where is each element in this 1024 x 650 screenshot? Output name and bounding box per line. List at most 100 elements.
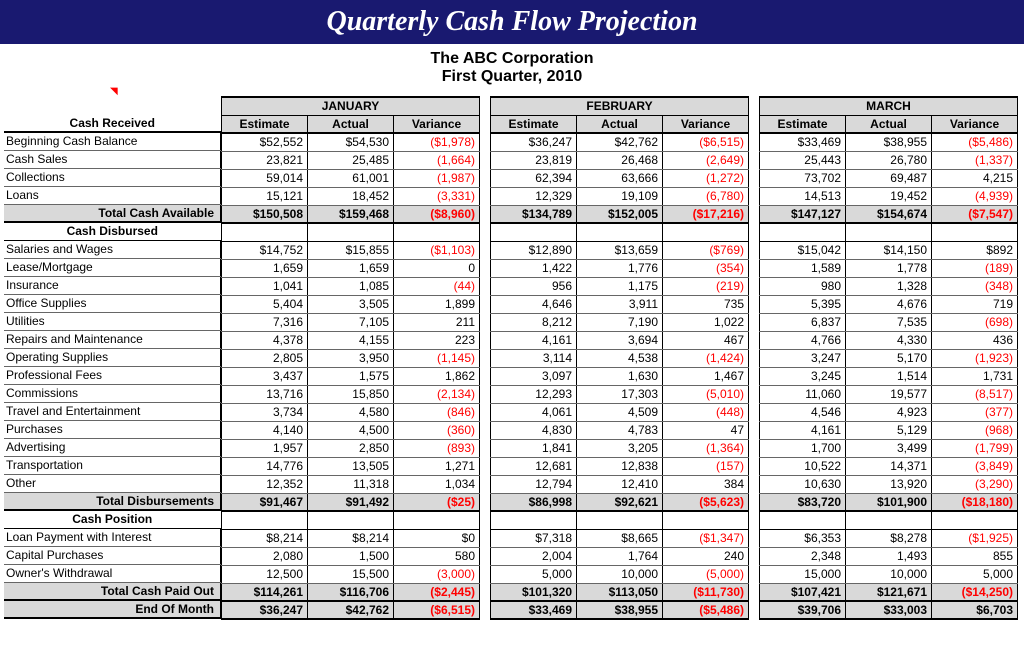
data-cell: ($17,216) (663, 205, 749, 223)
row-label: Repairs and Maintenance (4, 330, 221, 348)
data-cell: 1,659 (308, 259, 394, 277)
data-cell: (1,799) (932, 439, 1018, 457)
month-header: MARCH (760, 97, 1018, 115)
data-cell: 12,681 (491, 457, 577, 475)
data-cell: ($18,180) (932, 493, 1018, 511)
data-cell: $12,890 (491, 241, 577, 259)
data-cell: 1,041 (222, 277, 308, 295)
data-cell: $36,247 (491, 133, 577, 151)
data-cell: 15,850 (308, 385, 394, 403)
data-cell: ($1,103) (394, 241, 480, 259)
data-cell: 7,316 (222, 313, 308, 331)
data-cell: 2,004 (491, 547, 577, 565)
data-cell: 436 (932, 331, 1018, 349)
row-label: Purchases (4, 420, 221, 438)
total-label: End Of Month (4, 600, 221, 618)
data-cell: 1,700 (760, 439, 846, 457)
data-cell: (6,780) (663, 187, 749, 205)
data-cell: 23,819 (491, 151, 577, 169)
data-cell: 1,022 (663, 313, 749, 331)
data-cell: $92,621 (577, 493, 663, 511)
data-cell: 240 (663, 547, 749, 565)
data-cell: $15,042 (760, 241, 846, 259)
data-cell: (698) (932, 313, 1018, 331)
data-cell: 1,493 (846, 547, 932, 565)
col-header: Estimate (491, 115, 577, 133)
data-cell: 3,245 (760, 367, 846, 385)
data-cell: $38,955 (577, 601, 663, 619)
data-cell: ($5,486) (932, 133, 1018, 151)
data-cell: (219) (663, 277, 749, 295)
data-cell: 3,114 (491, 349, 577, 367)
data-cell: $8,214 (308, 529, 394, 547)
data-cell: (157) (663, 457, 749, 475)
data-cell: 1,899 (394, 295, 480, 313)
data-cell: $107,421 (760, 583, 846, 601)
row-label: Professional Fees (4, 366, 221, 384)
data-cell: $38,955 (846, 133, 932, 151)
data-cell: 14,776 (222, 457, 308, 475)
data-cell: $147,127 (760, 205, 846, 223)
data-cell: 6,837 (760, 313, 846, 331)
data-cell: 1,575 (308, 367, 394, 385)
col-header: Estimate (222, 115, 308, 133)
data-cell: $154,674 (846, 205, 932, 223)
data-cell: 26,780 (846, 151, 932, 169)
total-label: Total Disbursements (4, 492, 221, 510)
data-cell: (360) (394, 421, 480, 439)
data-cell: 14,513 (760, 187, 846, 205)
data-cell: $36,247 (222, 601, 308, 619)
data-cell: 15,000 (760, 565, 846, 583)
data-cell: 4,676 (846, 295, 932, 313)
row-label: Other (4, 474, 221, 492)
data-cell: 4,546 (760, 403, 846, 421)
data-cell: 1,271 (394, 457, 480, 475)
data-cell: 384 (663, 475, 749, 493)
data-cell: 4,215 (932, 169, 1018, 187)
row-label: Utilities (4, 312, 221, 330)
data-cell: 4,646 (491, 295, 577, 313)
data-cell: (893) (394, 439, 480, 457)
data-cell: $121,671 (846, 583, 932, 601)
data-cell: 980 (760, 277, 846, 295)
total-label: Total Cash Available (4, 204, 221, 222)
row-label: Advertising (4, 438, 221, 456)
data-cell: 62,394 (491, 169, 577, 187)
data-cell: (846) (394, 403, 480, 421)
data-cell: $892 (932, 241, 1018, 259)
data-cell: (3,290) (932, 475, 1018, 493)
data-cell: (4,939) (932, 187, 1018, 205)
data-cell: $33,003 (846, 601, 932, 619)
data-cell: 7,535 (846, 313, 932, 331)
data-cell: (1,664) (394, 151, 480, 169)
data-cell: 3,950 (308, 349, 394, 367)
data-cell: (8,517) (932, 385, 1018, 403)
data-cell: 12,329 (491, 187, 577, 205)
data-cell: (1,272) (663, 169, 749, 187)
data-cell: 467 (663, 331, 749, 349)
period-label: First Quarter, 2010 (0, 68, 1024, 86)
data-cell: 12,500 (222, 565, 308, 583)
data-cell: 3,505 (308, 295, 394, 313)
data-cell: 12,352 (222, 475, 308, 493)
data-cell: 3,437 (222, 367, 308, 385)
total-label: Total Cash Paid Out (4, 582, 221, 600)
data-cell: 5,395 (760, 295, 846, 313)
data-cell: 4,509 (577, 403, 663, 421)
data-cell: 25,485 (308, 151, 394, 169)
row-label: Loan Payment with Interest (4, 528, 221, 546)
data-cell: 15,121 (222, 187, 308, 205)
row-label: Commissions (4, 384, 221, 402)
col-header: Variance (932, 115, 1018, 133)
data-cell: $101,900 (846, 493, 932, 511)
data-cell: 10,630 (760, 475, 846, 493)
row-label: Transportation (4, 456, 221, 474)
col-header: Actual (308, 115, 394, 133)
data-cell: (1,145) (394, 349, 480, 367)
data-cell: 12,410 (577, 475, 663, 493)
data-cell: ($2,445) (394, 583, 480, 601)
data-cell: 13,505 (308, 457, 394, 475)
data-cell: (968) (932, 421, 1018, 439)
row-label: Cash Sales (4, 150, 221, 168)
col-header: Actual (846, 115, 932, 133)
